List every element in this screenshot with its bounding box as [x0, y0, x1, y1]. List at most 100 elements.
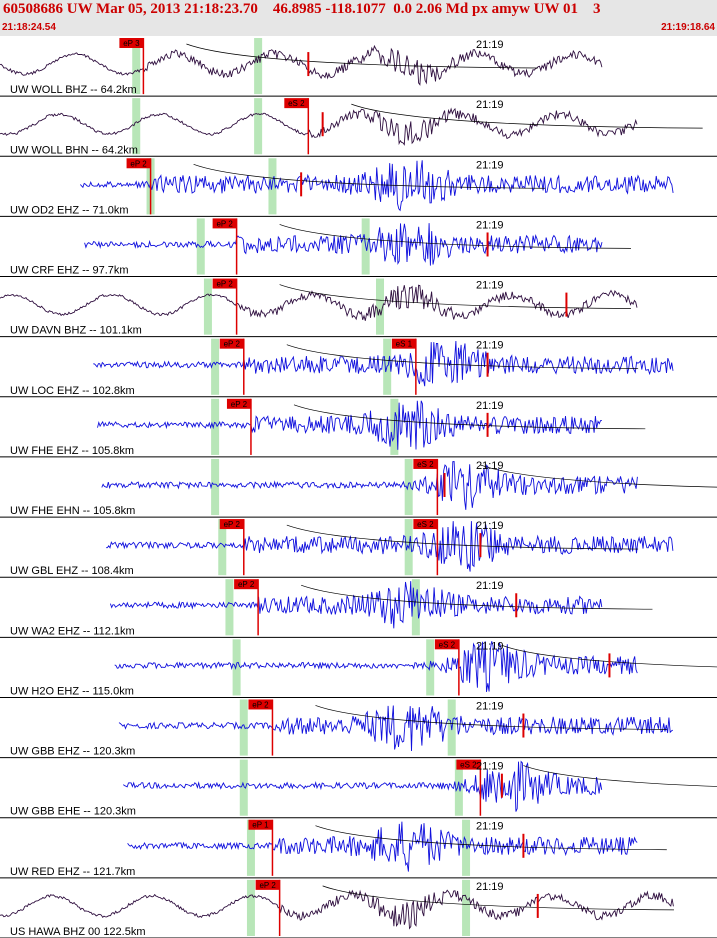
waveform-trace [79, 160, 674, 212]
phase-pick-label: eS 2 [439, 640, 456, 649]
minute-mark-label: 21:19 [476, 640, 504, 652]
waveform-trace [118, 705, 674, 752]
phase-pick-flag [456, 759, 481, 770]
minute-mark-label: 21:19 [476, 700, 504, 712]
phase-pick-flag [234, 579, 259, 590]
event-header: 60508686 UW Mar 05, 2013 21:18:23.70 46.… [0, 0, 717, 36]
minute-mark-label: 21:19 [476, 580, 504, 592]
analysis-window [225, 579, 234, 636]
minute-mark-label: 21:19 [476, 340, 504, 352]
waveform-trace [101, 460, 638, 510]
minute-mark-label: 21:19 [476, 520, 504, 532]
station-label: UW H2O EHZ -- 115.0km [10, 685, 134, 697]
travel-time-curve [523, 765, 717, 787]
waveform-trace [109, 581, 603, 629]
waveform-trace [127, 821, 638, 872]
station-label: UW CRF EHZ -- 97.7km [10, 265, 129, 277]
event-title: 60508686 UW Mar 05, 2013 21:18:23.70 46.… [3, 1, 601, 17]
phase-pick-label: eP 2 [224, 520, 241, 529]
station-label: UW GBB EHE -- 120.3km [10, 806, 136, 818]
phase-pick-flag [391, 338, 416, 349]
phase-pick-flag [219, 338, 244, 349]
analysis-window [211, 458, 220, 516]
analysis-window [462, 819, 471, 876]
waveform-trace [114, 641, 638, 692]
travel-time-curve [186, 43, 538, 69]
analysis-window [404, 458, 413, 516]
phase-pick-label: eP 2 [224, 340, 241, 349]
phase-pick-label: eP 1 [252, 821, 269, 830]
station-label: UW RED EHZ -- 121.7km [10, 866, 135, 878]
station-label: UW LOC EHZ -- 102.8km [10, 385, 135, 397]
phase-pick-flag [212, 218, 237, 229]
minute-mark-label: 21:19 [476, 761, 504, 773]
travel-time-curve [315, 705, 667, 730]
phase-pick-flag [219, 519, 244, 530]
minute-mark-label: 21:19 [476, 39, 504, 51]
station-label: US HAWA BHZ 00 122.5km [10, 926, 146, 938]
travel-time-curve [293, 404, 646, 430]
minute-mark-label: 21:19 [476, 460, 504, 472]
travel-time-curve [351, 103, 703, 129]
analysis-window [211, 338, 220, 395]
analysis-window [462, 879, 471, 936]
travel-time-curve [315, 825, 667, 851]
travel-time-curve [301, 584, 653, 610]
phase-pick-label: eS 2 [460, 761, 477, 770]
phase-pick-flag [126, 158, 151, 169]
phase-pick-flag [413, 519, 438, 530]
analysis-window [239, 759, 248, 816]
analysis-window [426, 639, 435, 696]
phase-pick-label: eP 2 [231, 400, 248, 409]
waveform-trace [93, 340, 674, 387]
phase-pick-label: eS 2 [288, 99, 305, 108]
waveform-trace [123, 760, 603, 812]
travel-time-curve [193, 163, 545, 189]
waveform-trace [106, 521, 674, 572]
travel-time-curve [322, 885, 674, 911]
minute-mark-label: 21:19 [476, 280, 504, 292]
phase-pick-label: eS 2 [417, 460, 434, 469]
analysis-window [411, 579, 420, 636]
analysis-window [268, 158, 277, 215]
minute-mark-label: 21:19 [476, 219, 504, 231]
phase-pick-flag [226, 398, 251, 409]
analysis-window [246, 819, 255, 876]
station-label: UW WA2 EHZ -- 112.1km [10, 625, 135, 637]
waveform-trace [84, 223, 603, 266]
start-time-label: 21:18:24.54 [2, 22, 56, 33]
phase-pick-flag [255, 879, 280, 890]
analysis-window [211, 398, 220, 455]
phase-pick-flag [248, 819, 273, 830]
travel-time-curve [279, 284, 631, 309]
minute-mark-label: 21:19 [476, 400, 504, 412]
analysis-window [254, 98, 263, 155]
phase-pick-flag [119, 38, 144, 48]
analysis-window [454, 759, 463, 816]
phase-pick-label: eP 3 [123, 39, 140, 48]
minute-mark-label: 21:19 [476, 821, 504, 833]
travel-time-curve [286, 344, 639, 370]
analysis-window [376, 278, 385, 335]
station-label: UW WOLL BHZ -- 64.2km [10, 84, 137, 96]
station-label: UW DAVN BHZ -- 101.1km [10, 325, 142, 337]
analysis-window [239, 699, 248, 756]
analysis-window [132, 98, 141, 155]
phase-pick-label: eP 2 [252, 700, 269, 709]
minute-mark-label: 21:19 [476, 99, 504, 111]
station-label: UW OD2 EHZ -- 71.0km [10, 204, 129, 216]
minute-mark-label: 21:19 [476, 881, 504, 893]
travel-time-curve [501, 645, 717, 668]
phase-pick-label: eS 2 [417, 520, 434, 529]
analysis-window [132, 38, 141, 95]
minute-mark-label: 21:19 [476, 159, 504, 171]
phase-pick-label: eP 2 [216, 219, 233, 228]
phase-pick-flag [212, 278, 237, 289]
phase-pick-label: eP 2 [216, 280, 233, 289]
phase-pick-flag [248, 699, 273, 710]
waveform-trace [97, 400, 602, 450]
waveform-trace [0, 107, 638, 146]
phase-pick-label: eP 2 [238, 580, 255, 589]
end-time-label: 21:19:18.64 [661, 22, 715, 33]
